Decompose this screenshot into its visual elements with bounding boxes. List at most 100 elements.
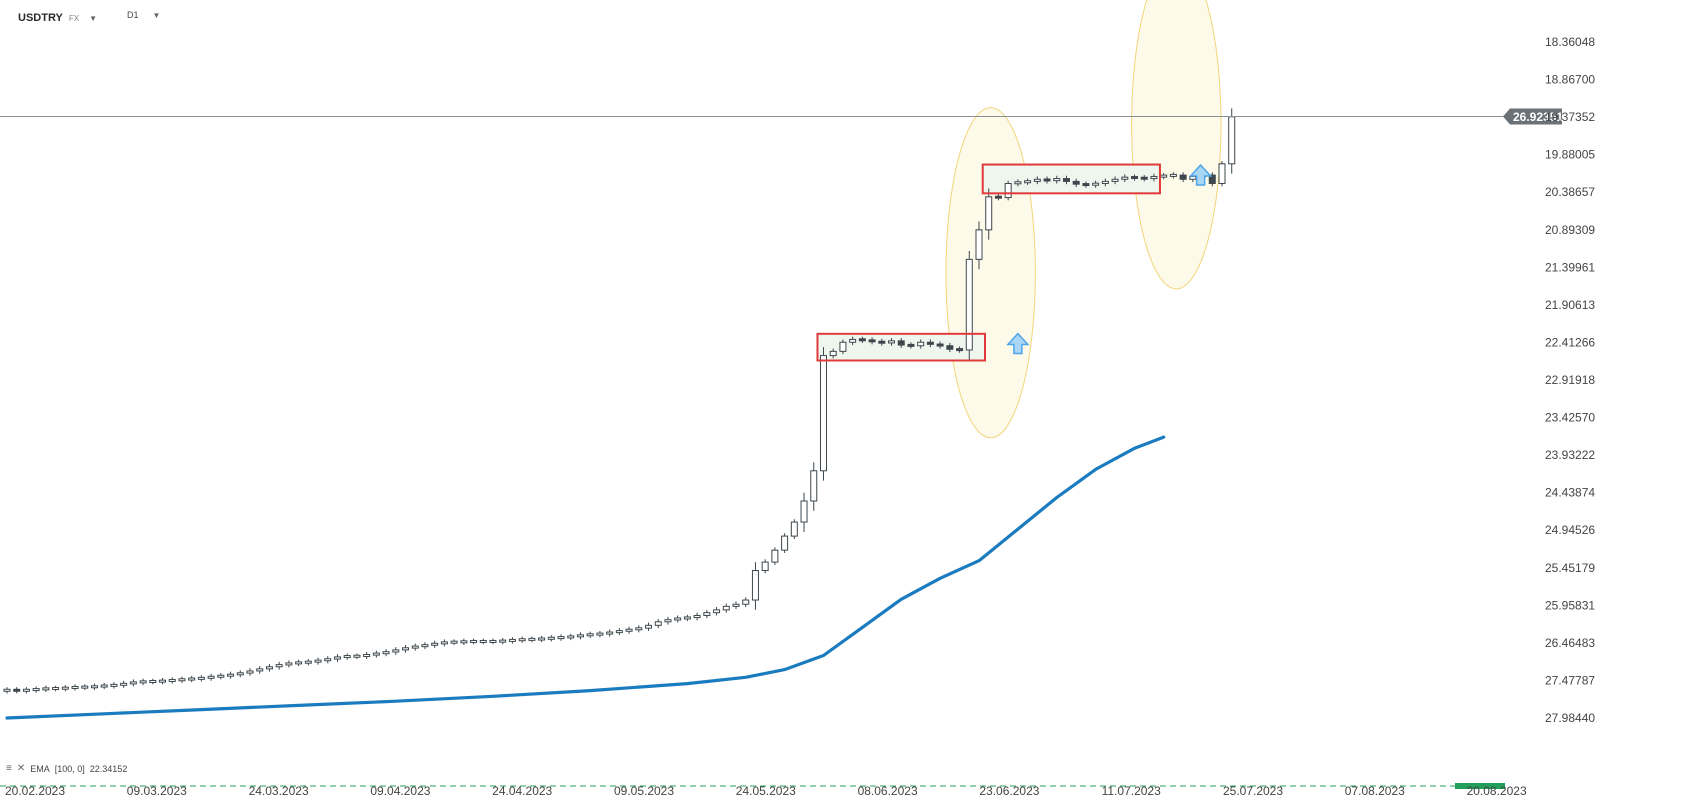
candle-body xyxy=(732,603,740,607)
candle xyxy=(1092,180,1100,188)
candle xyxy=(217,673,225,680)
candle xyxy=(878,338,886,346)
candle xyxy=(576,632,584,640)
candles-layer xyxy=(3,108,1236,694)
candle-body xyxy=(975,229,983,260)
ema-params: [100, 0] xyxy=(54,763,85,774)
candle-body xyxy=(149,680,157,684)
candle xyxy=(450,639,458,645)
x-tick-label: 09.03.2023 xyxy=(127,784,187,798)
candle-body xyxy=(683,616,691,620)
candle-body xyxy=(1121,176,1129,180)
timeframe-selector[interactable]: D1 ▼ xyxy=(127,10,160,20)
candle xyxy=(1072,178,1080,188)
candle-body xyxy=(761,561,769,572)
y-tick-label: 27.98440 xyxy=(1545,711,1595,725)
candle xyxy=(42,685,50,693)
candle xyxy=(22,687,30,694)
candle-body xyxy=(61,686,69,690)
candle xyxy=(499,637,507,645)
symbol-selector[interactable]: USDTRY FX ▼ xyxy=(18,10,97,26)
candle-body xyxy=(606,631,614,635)
candle xyxy=(81,684,89,690)
x-tick-label: 07.08.2023 xyxy=(1345,784,1405,798)
candle xyxy=(1169,172,1177,179)
candle-body xyxy=(197,676,205,680)
candle-body xyxy=(528,637,536,641)
candle-body xyxy=(71,685,79,689)
candle-body xyxy=(917,341,925,347)
candle-body xyxy=(810,470,818,502)
candle-body xyxy=(431,642,439,646)
x-tick-label: 24.05.2023 xyxy=(736,784,796,798)
candle xyxy=(926,339,934,348)
chevron-down-icon[interactable]: ▼ xyxy=(89,13,97,23)
y-tick-label: 25.45179 xyxy=(1545,561,1595,575)
up-arrow-icon xyxy=(1188,163,1213,186)
candle-body xyxy=(265,666,273,670)
candle-body xyxy=(32,688,40,692)
y-tick-label: 21.90613 xyxy=(1545,298,1595,312)
candle xyxy=(819,347,827,481)
candle xyxy=(518,636,526,643)
candle xyxy=(1208,172,1216,187)
x-tick-label: 24.04.2023 xyxy=(492,784,552,798)
candle xyxy=(557,634,565,641)
candle-body xyxy=(664,619,672,623)
candle-body xyxy=(13,688,21,692)
candle xyxy=(664,616,672,625)
candle xyxy=(411,643,419,651)
candle-body xyxy=(771,549,779,563)
candle-body xyxy=(888,340,896,344)
x-tick-label: 20.02.2023 xyxy=(5,784,65,798)
candle-body xyxy=(1160,174,1168,178)
candle xyxy=(421,642,429,650)
candle xyxy=(936,341,944,349)
candle xyxy=(440,639,448,647)
menu-icon[interactable]: ≡ xyxy=(6,763,12,774)
candle-body xyxy=(645,624,653,629)
candle xyxy=(771,547,779,565)
candle-body xyxy=(557,636,565,640)
time-axis[interactable]: 20.02.2023 09.03.2023 24.03.2023 09.04.2023… xyxy=(5,784,1527,798)
candle-body xyxy=(1150,175,1158,180)
x-tick-label: 25.07.2023 xyxy=(1223,784,1283,798)
y-tick-label: 23.42570 xyxy=(1545,411,1595,425)
y-tick-label: 26.46483 xyxy=(1545,636,1595,650)
price-axis[interactable]: 27.98440 27.47787 26.46483 25.95831 25.45179… xyxy=(1455,35,1595,789)
candle-body xyxy=(246,670,254,674)
candle xyxy=(1228,108,1236,174)
current-price-value: 26.92351 xyxy=(1513,110,1563,124)
candle-body xyxy=(654,621,662,626)
ema-label: EMA xyxy=(30,763,50,774)
y-tick-label: 21.39961 xyxy=(1545,260,1595,274)
candle-body xyxy=(1189,175,1197,180)
candle xyxy=(285,660,293,668)
candle-body xyxy=(1072,180,1080,185)
candle-body xyxy=(868,339,876,343)
candle-body xyxy=(1092,182,1100,186)
candle-body xyxy=(965,258,973,351)
candle-body xyxy=(538,637,546,641)
close-icon[interactable]: ✕ xyxy=(16,763,26,774)
candle-body xyxy=(324,658,332,662)
candle xyxy=(994,194,1002,201)
candle-body xyxy=(858,338,866,342)
ema-legend: ≡ ✕ EMA [100, 0] 22.34152 xyxy=(6,763,127,774)
candle xyxy=(1121,174,1129,183)
candle-body xyxy=(547,636,555,640)
candle xyxy=(246,668,254,676)
candle xyxy=(324,656,332,664)
candle xyxy=(839,339,847,355)
candle-body xyxy=(1062,178,1070,182)
y-tick-label: 25.95831 xyxy=(1545,598,1595,612)
chevron-down-icon[interactable]: ▼ xyxy=(152,10,161,20)
candle xyxy=(71,684,79,691)
candle xyxy=(751,562,759,610)
candle xyxy=(956,346,964,353)
candle-body xyxy=(440,641,448,645)
candle-body xyxy=(897,340,905,346)
candle-body xyxy=(751,570,759,601)
candle-body xyxy=(1024,180,1032,184)
